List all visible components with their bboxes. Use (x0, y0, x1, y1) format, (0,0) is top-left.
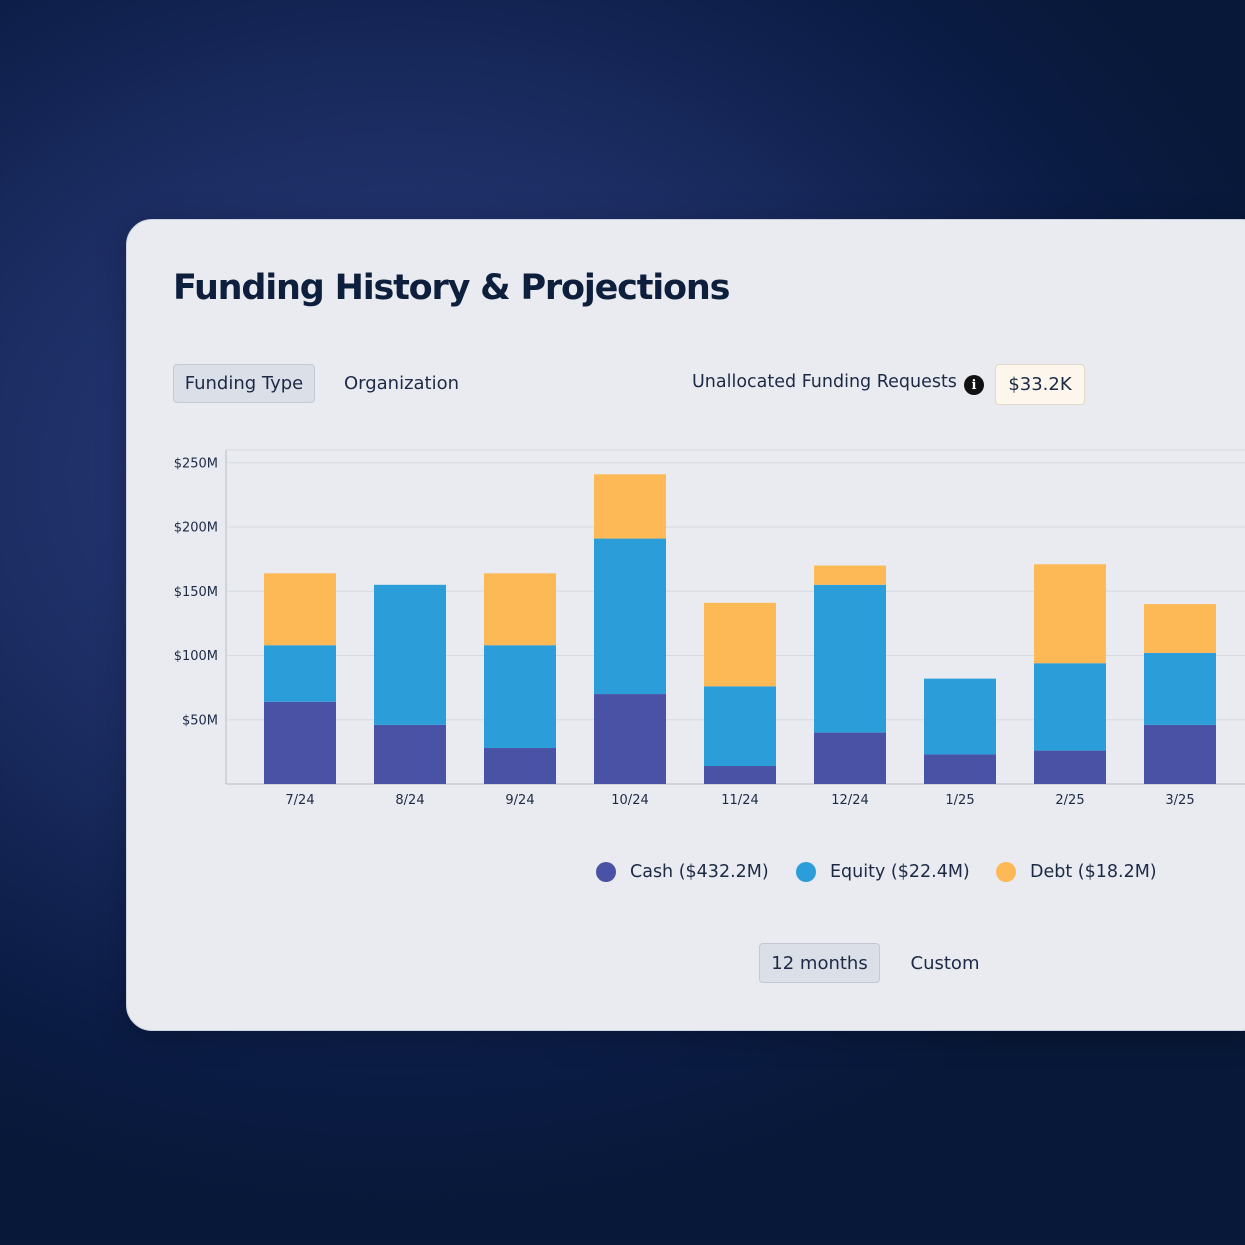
x-tick-label: 9/24 (505, 793, 534, 808)
x-tick-label: 10/24 (611, 793, 648, 808)
bar-equity-8-24[interactable] (374, 584, 446, 725)
x-tick-label: 8/24 (395, 793, 424, 808)
bar-debt-2-25[interactable] (1034, 564, 1106, 664)
bar-equity-9-24[interactable] (484, 645, 556, 749)
legend-cash: Cash ($432.2M) (596, 862, 769, 882)
bar-debt-10-24[interactable] (594, 474, 666, 539)
bar-cash-9-24[interactable] (484, 748, 556, 784)
tab-organization[interactable]: Organization (343, 373, 460, 394)
x-tick-label: 3/25 (1165, 793, 1194, 808)
bar-equity-12-24[interactable] (814, 584, 886, 733)
bar-equity-10-24[interactable] (594, 538, 666, 695)
page-title: Funding History & Projections (173, 268, 730, 308)
bar-cash-1-25[interactable] (924, 754, 996, 784)
bar-cash-10-24[interactable] (594, 694, 666, 784)
bar-debt-9-24[interactable] (484, 573, 556, 646)
bar-cash-8-24[interactable] (374, 724, 446, 784)
tab-funding-type[interactable]: Funding Type (173, 364, 315, 403)
bar-debt-7-24[interactable] (264, 573, 336, 646)
bar-equity-1-25[interactable] (924, 678, 996, 755)
bar-cash-2-25[interactable] (1034, 750, 1106, 784)
legend-equity: Equity ($22.4M) (796, 862, 970, 882)
x-tick-label: 1/25 (945, 793, 974, 808)
x-tick-label: 7/24 (285, 793, 314, 808)
unallocated-label: Unallocated Funding Requests (692, 372, 957, 392)
bar-equity-11-24[interactable] (704, 686, 776, 767)
y-tick-label: $250M (174, 456, 218, 471)
legend-cash-label: Cash ($432.2M) (630, 862, 769, 882)
debt-legend-dot (996, 862, 1016, 882)
bar-equity-2-25[interactable] (1034, 663, 1106, 751)
legend-equity-label: Equity ($22.4M) (830, 862, 970, 882)
equity-legend-dot (796, 862, 816, 882)
unallocated-amount-badge: $33.2K (995, 364, 1085, 405)
bar-cash-12-24[interactable] (814, 732, 886, 784)
legend-debt-label: Debt ($18.2M) (1030, 862, 1157, 882)
x-tick-label: 2/25 (1055, 793, 1084, 808)
bar-debt-12-24[interactable] (814, 565, 886, 585)
legend-debt: Debt ($18.2M) (996, 862, 1157, 882)
bar-equity-3-25[interactable] (1144, 652, 1216, 725)
info-icon[interactable]: i (964, 375, 984, 395)
bar-equity-7-24[interactable] (264, 645, 336, 702)
bar-cash-7-24[interactable] (264, 701, 336, 784)
y-tick-label: $100M (174, 649, 218, 664)
bar-debt-11-24[interactable] (704, 602, 776, 687)
range-custom-button[interactable]: Custom (910, 952, 980, 974)
bar-debt-3-25[interactable] (1144, 604, 1216, 653)
range-12-months-button[interactable]: 12 months (759, 943, 880, 983)
bar-cash-11-24[interactable] (704, 766, 776, 784)
bar-cash-3-25[interactable] (1144, 724, 1216, 784)
x-tick-label: 11/24 (721, 793, 758, 808)
y-tick-label: $200M (174, 521, 218, 536)
y-tick-label: $150M (174, 585, 218, 600)
cash-legend-dot (596, 862, 616, 882)
y-tick-label: $50M (182, 713, 218, 728)
x-tick-label: 12/24 (831, 793, 868, 808)
